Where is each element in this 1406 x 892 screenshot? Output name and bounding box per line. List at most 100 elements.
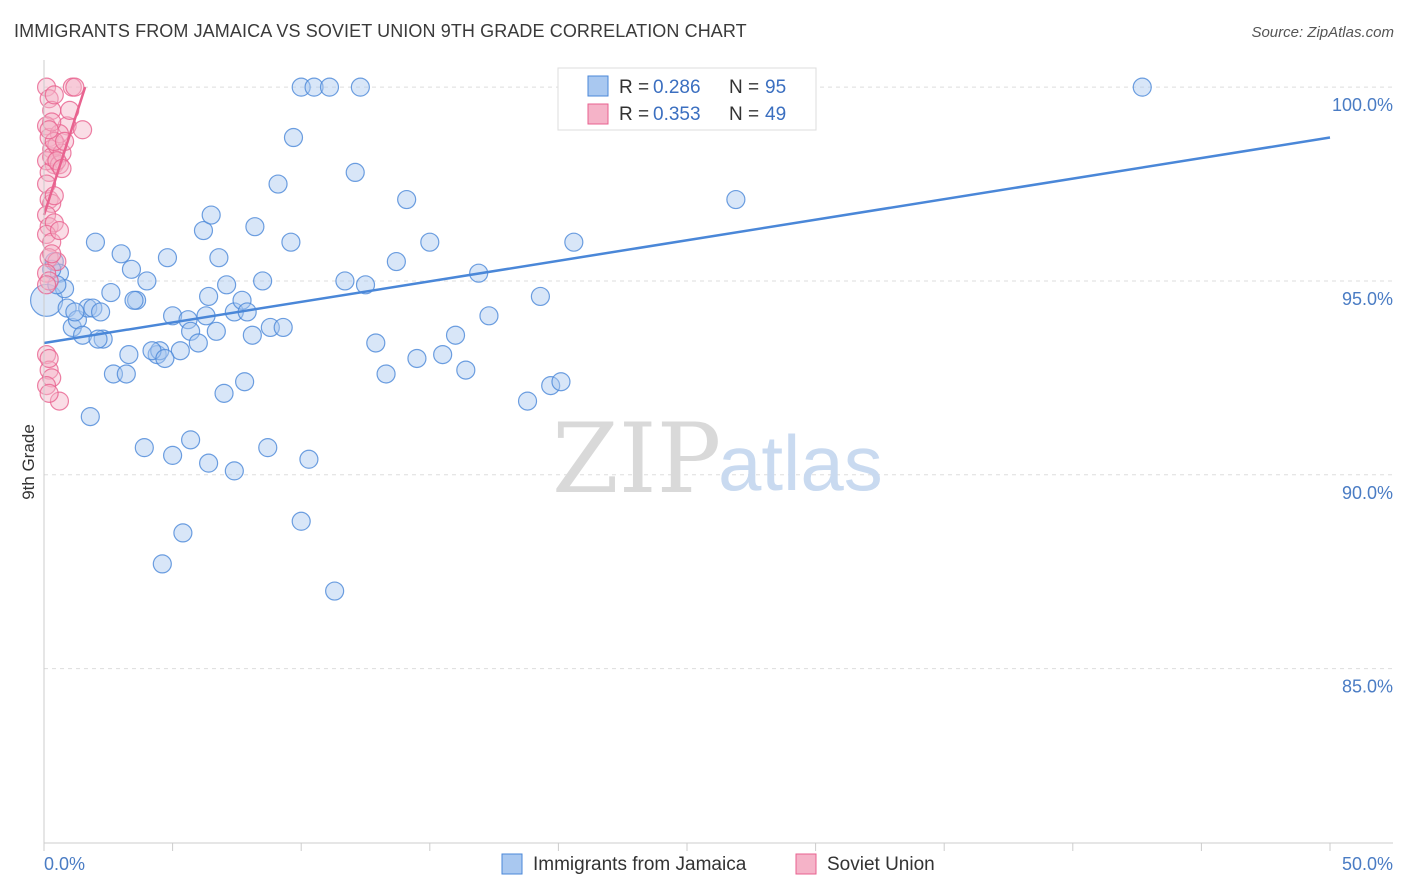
point-s0-56 [376,364,396,384]
legend-n-value-1: 95 [765,77,786,98]
point-s0-55 [366,333,386,353]
point-s0-75 [258,438,278,458]
legend-swatch-soviet [587,103,609,125]
y-tick-label-95: 95.0% [1342,289,1393,309]
point-s0-59 [407,348,427,369]
point-s0-78 [325,581,345,601]
point-s1-15 [65,77,85,97]
legend-swatch-jamaica [587,75,609,97]
point-s1-7 [36,151,57,171]
point-s1-18 [44,85,64,105]
point-s1-35 [36,376,57,396]
trend-line-0 [43,136,1331,345]
y-tick-label-90: 90.0% [1342,483,1393,503]
axes [43,60,1393,851]
point-s0-91 [65,302,85,322]
point-s0-68 [163,445,183,465]
point-s0-79 [80,407,100,427]
watermark-zip: ZIP [552,403,721,515]
source-label: Source: ZipAtlas.com [1251,24,1394,41]
y-tick-labels: 85.0% 90.0% 95.0% 100.0% [1332,95,1393,696]
point-s0-14 [121,259,142,279]
watermark-atlas: atlas [718,419,883,507]
point-s1-4 [39,127,59,148]
data-points [29,77,1152,601]
point-s0-53 [345,162,365,183]
point-s1-40 [42,112,62,132]
point-s0-93 [124,290,144,310]
y-tick-label-85: 85.0% [1342,677,1393,697]
point-s0-20 [137,271,157,291]
point-s1-1 [39,89,59,109]
point-s0-82 [541,376,561,396]
point-s0-40 [242,325,262,345]
point-s1-37 [39,383,59,403]
point-s0-41 [245,217,265,237]
point-s0-57 [386,251,406,272]
x-tick-label-min: 0.0% [44,854,85,874]
point-s1-48 [39,348,59,369]
point-s0-60 [420,232,440,252]
point-s0-29 [188,333,208,353]
point-s0-12 [101,282,121,303]
point-s0-47 [283,127,304,148]
point-s0-11 [90,302,111,322]
point-s0-52 [335,271,355,291]
point-s0-10 [85,232,106,252]
point-s0-73 [224,461,244,481]
legend-r-label-1: R = [619,77,649,98]
series-label-soviet: Soviet Union [827,854,935,875]
point-s0-83 [551,372,571,392]
point-s0-13 [111,244,131,264]
point-s0-62 [445,325,466,345]
point-s0-46 [281,232,301,252]
point-s0-72 [214,383,234,403]
point-s1-16 [72,120,93,140]
point-s0-51 [350,77,370,97]
point-s0-76 [291,511,311,531]
chart-title: IMMIGRANTS FROM JAMAICA VS SOVIET UNION … [14,21,747,41]
point-s0-26 [170,341,190,361]
point-s1-38 [44,131,64,152]
point-s0-58 [397,189,417,210]
y-tick-label-100: 100.0% [1332,95,1393,115]
point-s1-0 [36,77,57,97]
point-s0-31 [199,286,219,307]
trend-lines [42,86,1331,345]
point-s0-81 [530,286,550,307]
watermark: ZIP atlas [552,403,883,515]
legend-n-label-1: N = [729,77,759,98]
point-s0-36 [217,275,237,295]
legend-r-value-2: 0.353 [653,104,701,125]
point-s0-66 [134,438,154,458]
legend-n-label-2: N = [729,104,759,125]
point-s0-77 [299,449,319,469]
point-s0-80 [517,391,538,411]
point-s0-34 [201,205,221,225]
legend-r-label-2: R = [619,104,649,125]
series-swatch-jamaica [501,853,523,875]
legend-r-value-1: 0.286 [653,77,701,98]
series-legend: Immigrants from Jamaica Soviet Union [501,853,935,875]
point-s0-38 [232,290,252,310]
point-s0-50 [319,77,340,97]
point-s0-63 [456,360,476,380]
point-s0-49 [304,77,324,97]
point-s0-8 [78,298,98,318]
point-s1-31 [36,275,57,295]
point-s1-23 [39,217,59,237]
point-s0-32 [206,321,226,341]
point-s0-17 [116,364,136,384]
x-tick-label-max: 50.0% [1342,854,1393,874]
series-label-jamaica: Immigrants from Jamaica [533,854,747,875]
point-s0-61 [433,344,453,365]
point-s1-47 [42,244,62,264]
point-s0-54 [355,275,376,295]
trend-line-1 [42,86,87,216]
point-s0-84 [564,232,584,252]
point-s0-70 [181,430,201,450]
point-s1-36 [49,391,70,411]
point-s0-71 [199,453,219,473]
point-s0-42 [253,271,273,291]
